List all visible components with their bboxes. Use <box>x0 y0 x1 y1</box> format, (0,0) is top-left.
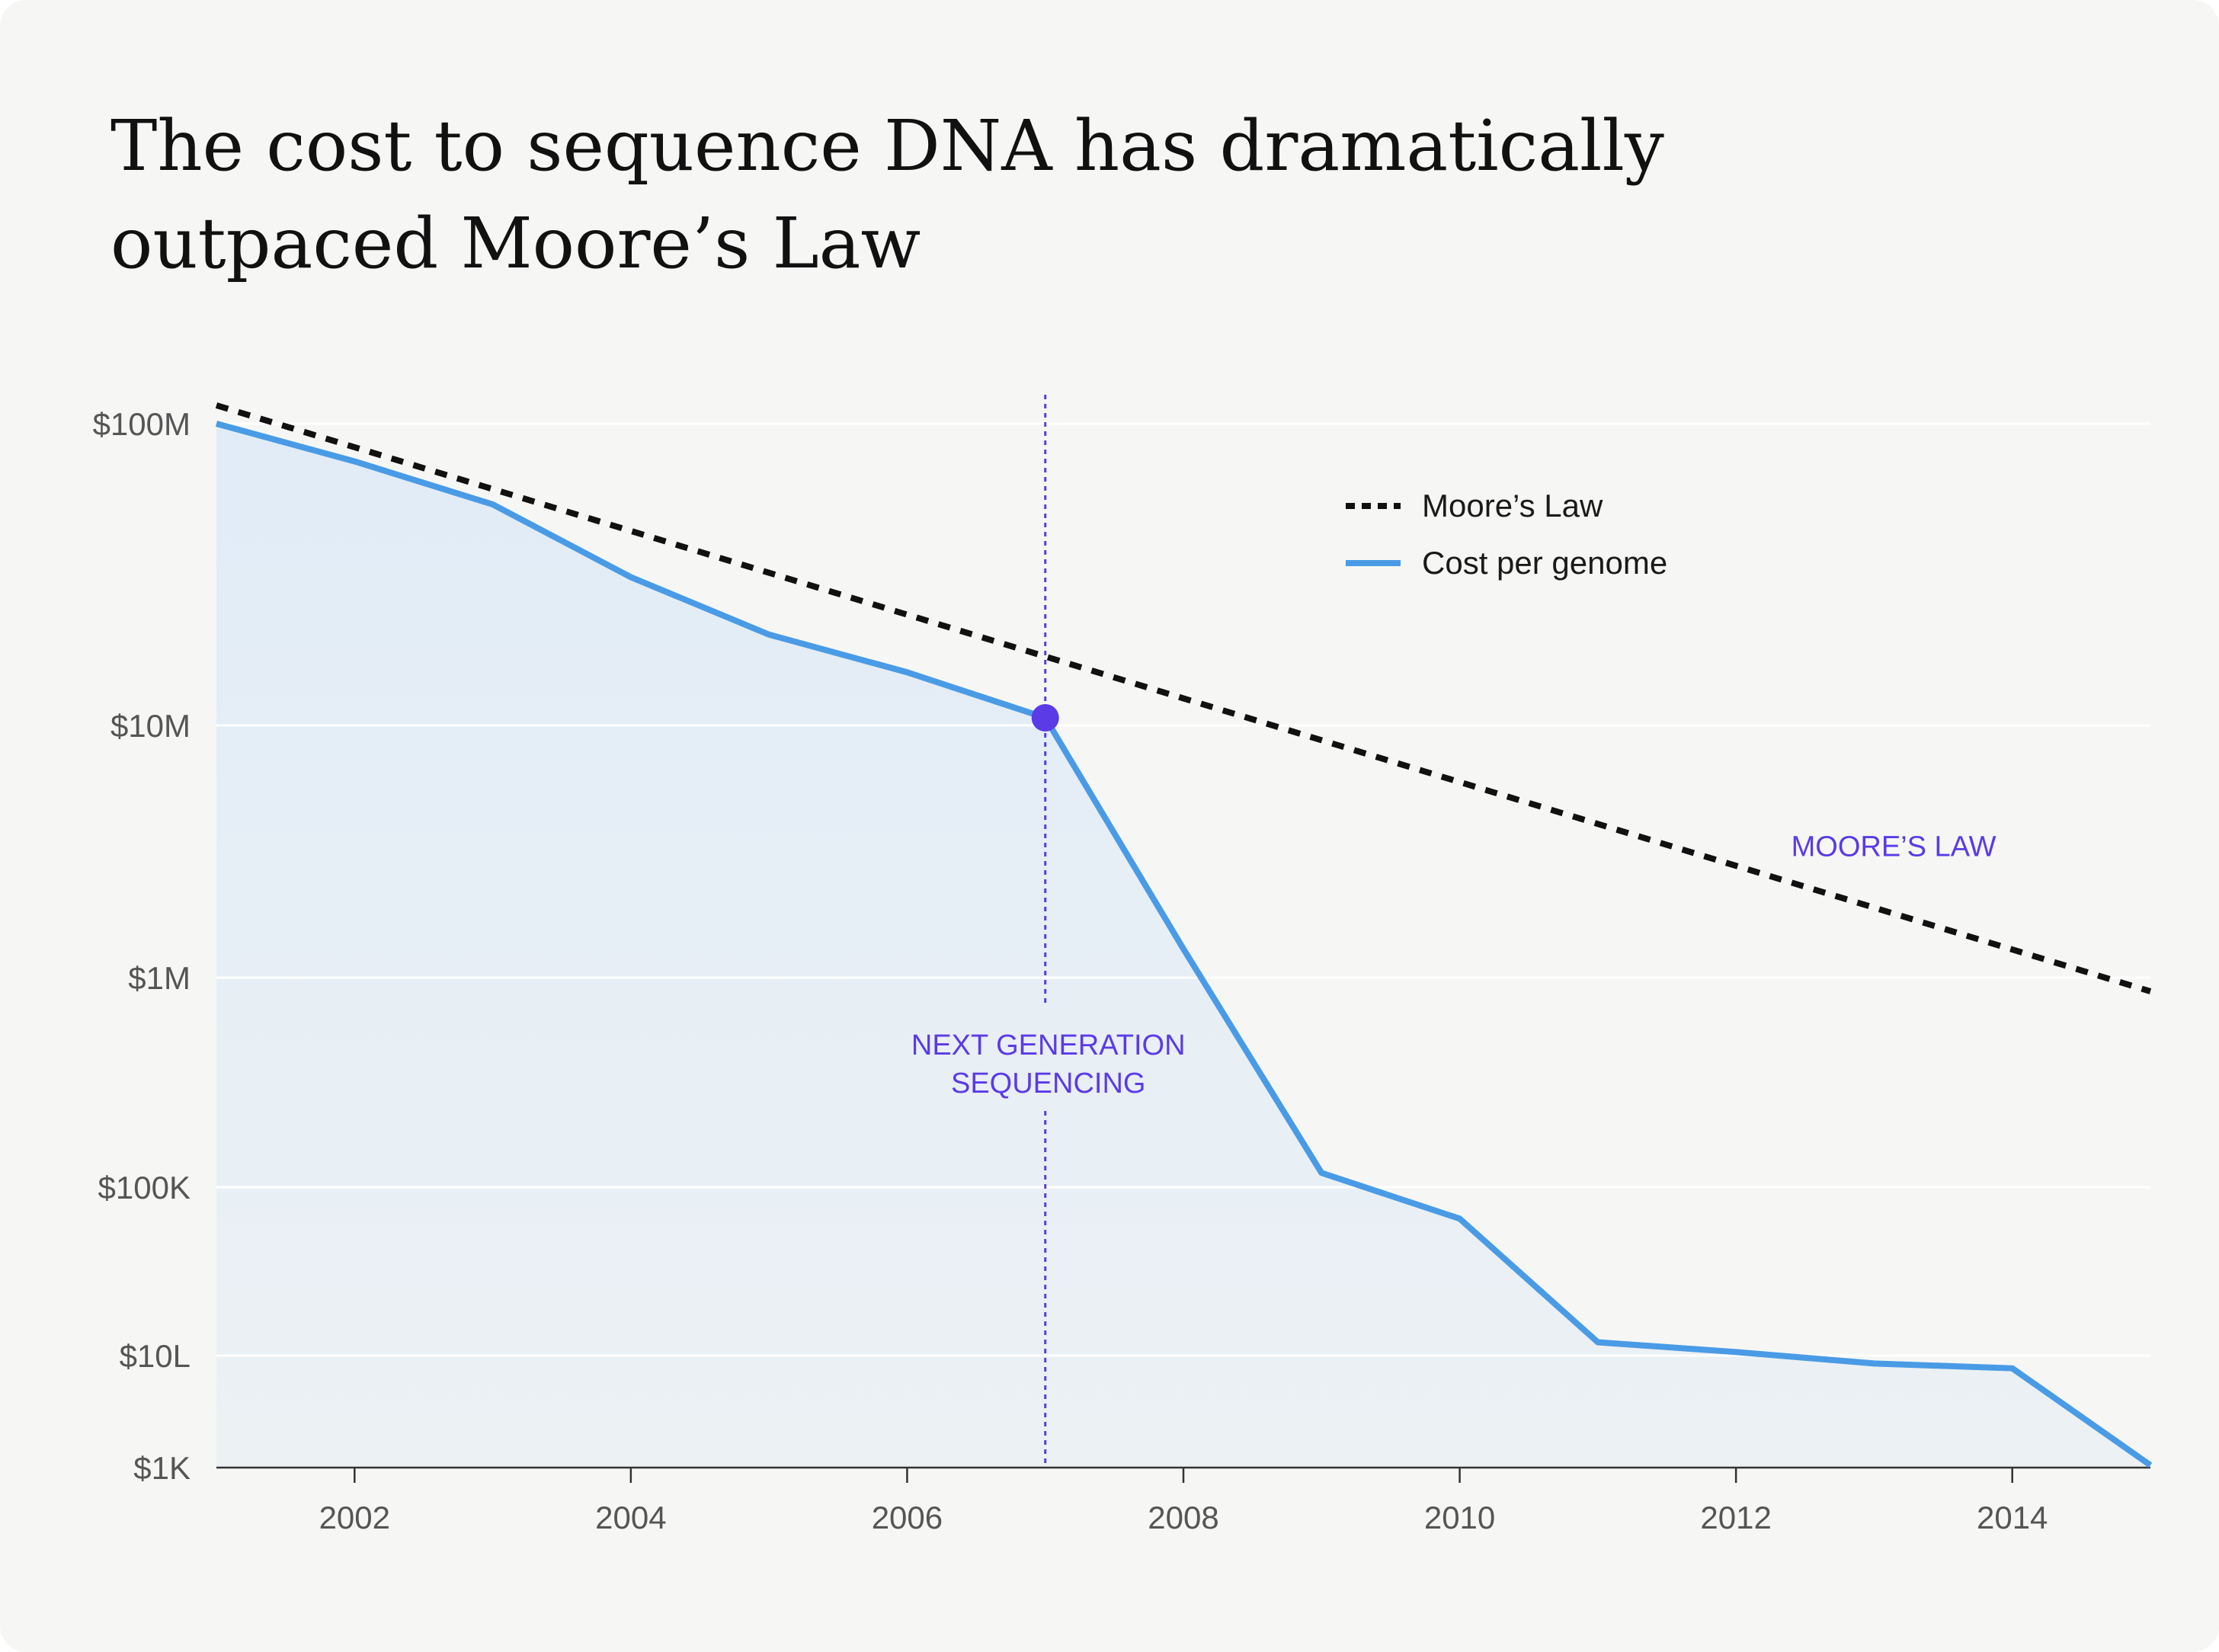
x-tick-label: 2002 <box>319 1500 390 1535</box>
ngs-point <box>1031 703 1059 732</box>
x-tick-label: 2012 <box>1700 1500 1771 1535</box>
y-tick-label: $1K <box>133 1450 191 1486</box>
y-tick-label: $100M <box>93 406 191 442</box>
ngs-label-line: SEQUENCING <box>951 1068 1145 1100</box>
x-tick-label: 2006 <box>872 1500 943 1535</box>
chart-title: The cost to sequence DNA has dramaticall… <box>110 98 1863 293</box>
moores-law-inline-label: MOORE’S LAW <box>1792 831 1996 863</box>
legend-label-moores-law: Moore’s Law <box>1422 488 1603 523</box>
y-tick-label: $10M <box>110 708 191 744</box>
y-tick-label: $10L <box>120 1338 191 1374</box>
x-tick-label: 2008 <box>1148 1500 1218 1535</box>
x-tick-label: 2004 <box>595 1500 666 1535</box>
x-tick-label: 2010 <box>1424 1500 1495 1535</box>
y-tick-label: $100K <box>98 1170 191 1205</box>
y-tick-label: $1M <box>128 960 191 996</box>
chart-title-line-2: outpaced Moore’s Law <box>110 203 921 284</box>
legend-label-cost-per-genome: Cost per genome <box>1422 545 1667 581</box>
moores-law-line <box>215 402 2152 994</box>
ngs-label-line: NEXT GENERATION <box>911 1029 1186 1061</box>
cost-area-fill <box>216 424 2150 1468</box>
cost-per-genome-line <box>215 421 2153 1468</box>
x-tick-label: 2014 <box>1977 1500 2048 1535</box>
chart-title-line-1: The cost to sequence DNA has dramaticall… <box>110 105 1664 187</box>
